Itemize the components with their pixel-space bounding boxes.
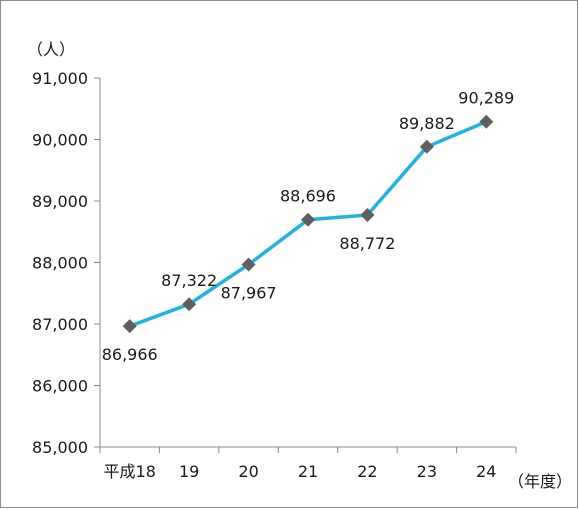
data-label: 87,967 xyxy=(221,284,277,303)
y-tick-label: 87,000 xyxy=(32,315,88,334)
y-tick-label: 91,000 xyxy=(32,69,88,88)
data-label: 89,882 xyxy=(399,114,455,133)
x-tick-label: 19 xyxy=(179,462,199,481)
x-tick-label: 24 xyxy=(476,462,496,481)
data-label: 90,289 xyxy=(458,89,514,108)
y-tick-label: 85,000 xyxy=(32,438,88,457)
data-point-marker xyxy=(419,139,434,154)
data-label: 86,966 xyxy=(102,345,158,364)
data-point-marker xyxy=(122,319,137,334)
x-axis-ticks: 平成18 19 20 21 22 23 24 xyxy=(99,447,517,481)
y-tick-label: 89,000 xyxy=(32,192,88,211)
axes xyxy=(99,78,516,448)
x-tick-label: 20 xyxy=(238,462,258,481)
data-point-marker xyxy=(301,212,315,227)
y-tick-label: 86,000 xyxy=(32,377,88,396)
y-tick-label: 88,000 xyxy=(32,254,88,273)
x-tick-label: 平成18 xyxy=(104,462,156,481)
x-tick-label: 21 xyxy=(298,462,318,481)
y-tick-label: 90,000 xyxy=(32,131,88,150)
data-markers xyxy=(122,114,494,334)
x-axis-unit: （年度） xyxy=(508,472,572,491)
data-point-marker xyxy=(241,257,256,272)
x-tick-label: 23 xyxy=(417,462,437,481)
data-label: 88,696 xyxy=(280,187,336,206)
y-axis-unit: （人） xyxy=(27,40,75,59)
x-tick-label: 22 xyxy=(357,462,377,481)
data-point-marker xyxy=(360,208,375,223)
data-point-marker xyxy=(479,114,494,129)
data-label: 88,772 xyxy=(339,234,395,253)
data-point-marker xyxy=(182,297,197,312)
y-axis-ticks: 85,000 86,000 87,000 88,000 89,000 90,000 91,0… xyxy=(32,69,100,457)
data-label: 87,322 xyxy=(161,271,217,290)
